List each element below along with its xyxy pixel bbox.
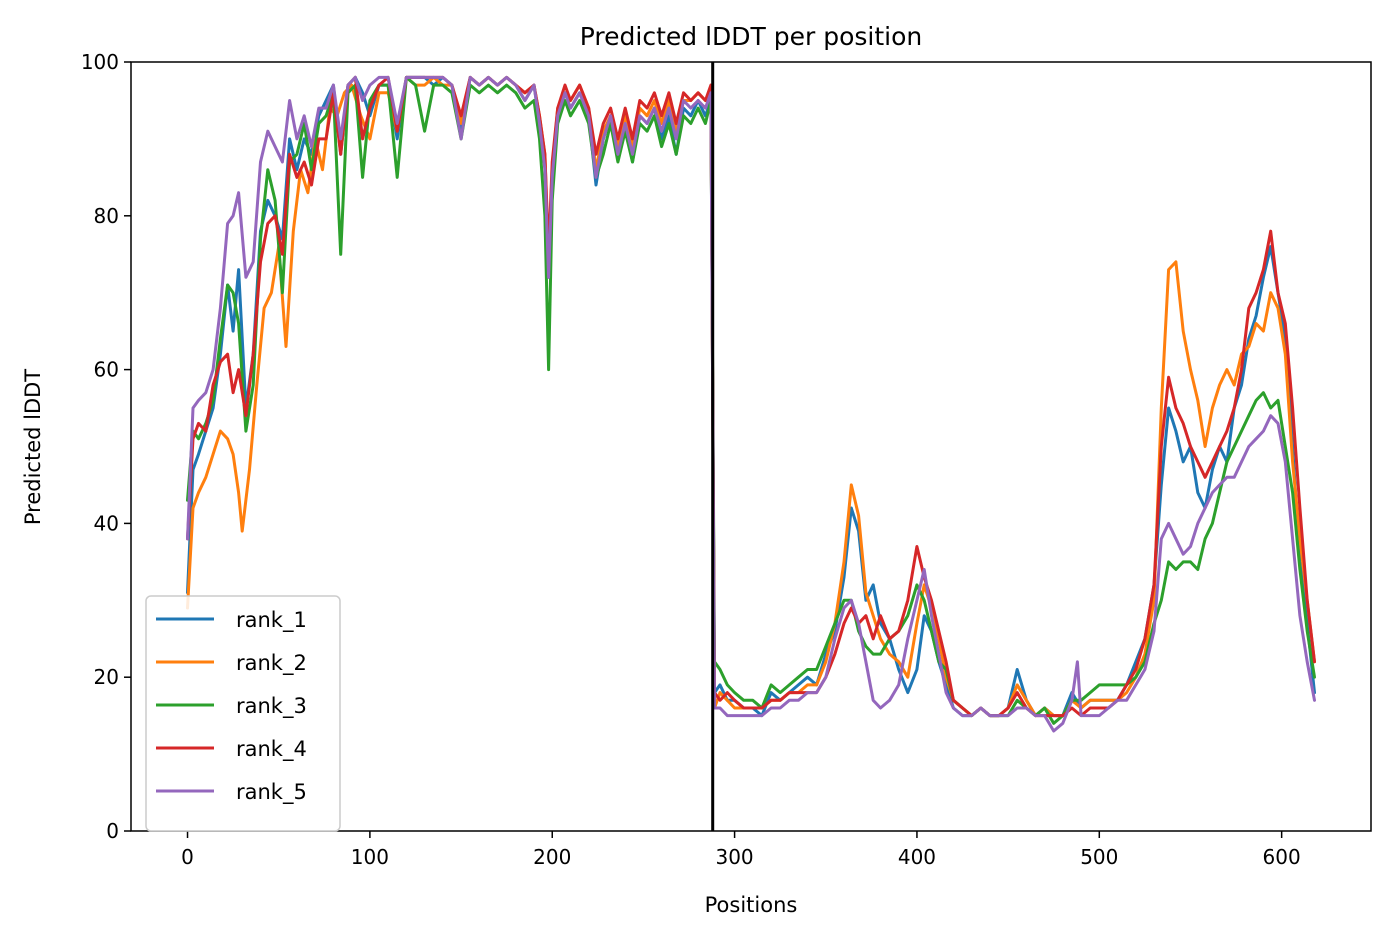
axes-frame xyxy=(130,61,1372,832)
x-tick-label: 100 xyxy=(351,845,389,869)
legend-box xyxy=(145,595,341,832)
series-line-rank-5 xyxy=(186,75,1316,733)
series-lines xyxy=(186,75,1316,733)
y-axis-title: Predicted lDDT xyxy=(21,369,45,525)
x-tick-label: 400 xyxy=(898,845,936,869)
y-tick-label: 100 xyxy=(81,50,119,74)
legend-label: rank_2 xyxy=(236,651,307,676)
legend: rank_1 rank_2 rank_3 rank_4 rank_5 xyxy=(145,595,341,832)
y-tick-label: 20 xyxy=(94,665,119,689)
x-tick-label: 300 xyxy=(715,845,753,869)
y-tick-label: 80 xyxy=(94,204,119,228)
x-axis-title: Positions xyxy=(705,893,798,917)
x-tick-label: 600 xyxy=(1263,845,1301,869)
y-tick-label: 60 xyxy=(94,358,119,382)
y-tick-label: 0 xyxy=(106,819,119,843)
x-tick-label: 0 xyxy=(181,845,194,869)
legend-label: rank_4 xyxy=(236,737,307,762)
y-tick-label: 40 xyxy=(94,511,119,535)
plot-area: 0 100 200 300 400 500 600 0 20 40 60 80 100 xyxy=(81,50,1372,869)
x-tick-label: 500 xyxy=(1080,845,1118,869)
legend-label: rank_3 xyxy=(236,694,307,719)
chart-title: Predicted lDDT per position xyxy=(580,22,922,51)
x-tick-label: 200 xyxy=(533,845,571,869)
legend-label: rank_5 xyxy=(236,780,307,805)
legend-label: rank_1 xyxy=(236,608,307,633)
